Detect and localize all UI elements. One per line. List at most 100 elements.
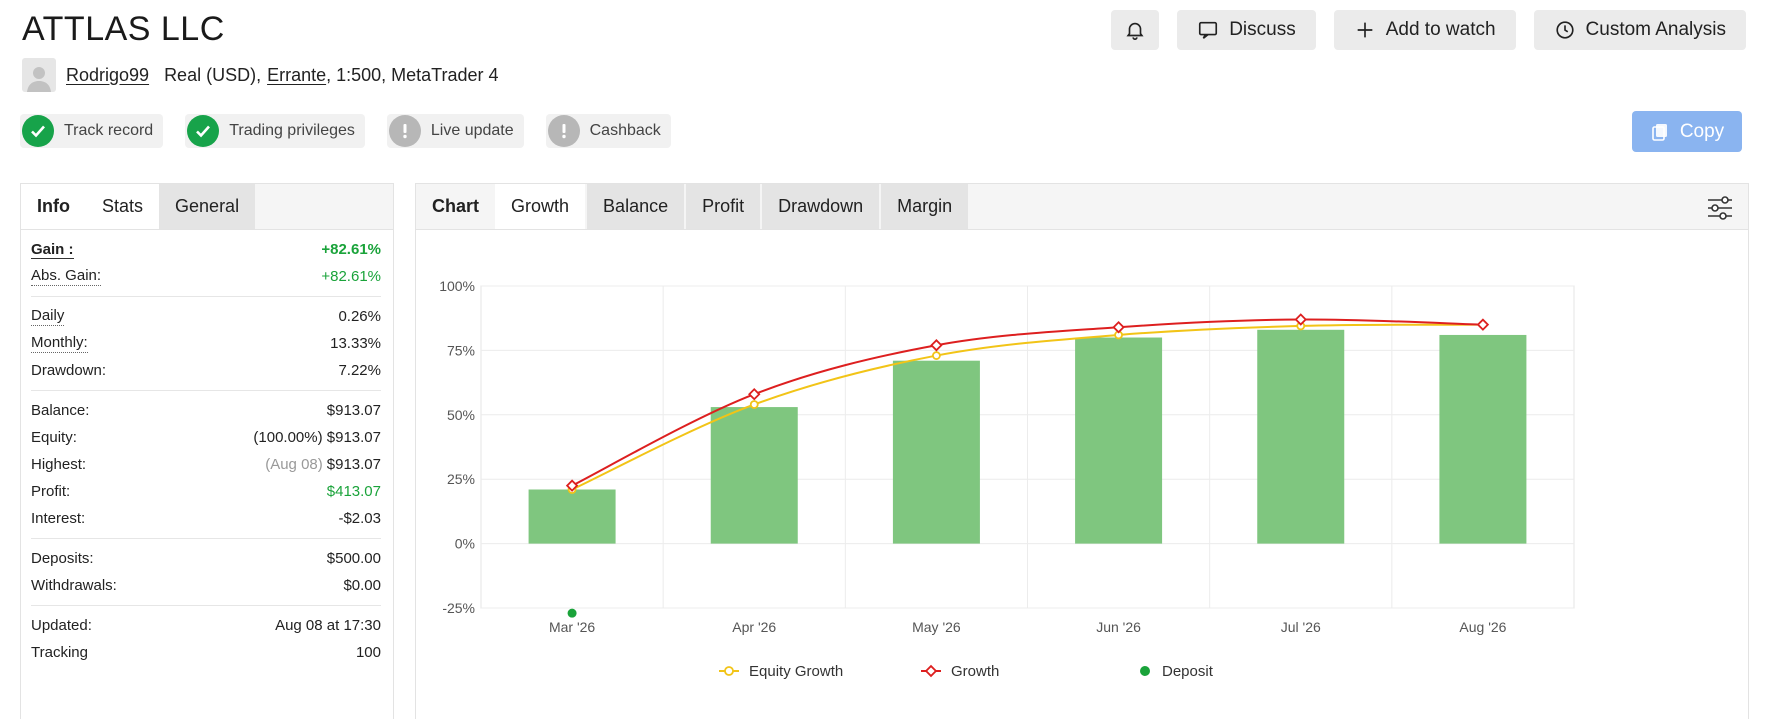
comment-icon — [1199, 21, 1218, 39]
y-tick-label: 25% — [447, 471, 475, 487]
badges: Track record Trading privileges Live upd… — [20, 114, 671, 148]
gain-value: +82.61% — [321, 241, 381, 258]
abs-gain-value: +82.61% — [321, 268, 381, 285]
stats-list: Gain : +82.61% Abs. Gain: +82.61% Daily … — [21, 230, 393, 672]
stat-row-withdrawals: Withdrawals: $0.00 — [31, 572, 381, 599]
broker-link[interactable]: Errante — [267, 64, 327, 85]
legend-label-equity-growth: Equity Growth — [749, 663, 843, 680]
bar — [1257, 329, 1345, 544]
daily-value: 0.26% — [338, 308, 381, 325]
avatar — [22, 58, 56, 92]
point-equity-growth — [749, 400, 759, 409]
y-tick-label: 0% — [455, 536, 475, 552]
tab-balance[interactable]: Balance — [587, 184, 685, 229]
point-growth — [930, 339, 943, 352]
badge-cashback[interactable]: Cashback — [545, 114, 671, 148]
stats-group-deposits: Deposits: $500.00 Withdrawals: $0.00 — [31, 539, 381, 606]
balance-label: Balance: — [31, 402, 90, 419]
point-equity-growth — [932, 351, 941, 360]
tab-stats[interactable]: Stats — [86, 184, 160, 229]
stats-group-rates: Daily 0.26% Monthly: 13.33% Drawdown: 7.… — [31, 297, 381, 391]
chart-svg: 100% 75% 50% 25% 0% -25% Mar '26 Apr '26 May '26… — [439, 278, 1575, 680]
top-actions: Discuss Add to watch Custom Analysis — [1111, 10, 1746, 50]
stats-group-balance: Balance: $913.07 Equity: (100.00%) $913.… — [31, 391, 381, 539]
stat-row-abs-gain: Abs. Gain: +82.61% — [31, 263, 381, 290]
chart-tabs: Chart Growth Balance Profit Drawdown Mar… — [416, 184, 1748, 230]
highest-label: Highest: — [31, 456, 87, 473]
page-title: ATTLAS LLC — [22, 10, 225, 48]
legend-marker-growth — [924, 664, 938, 678]
notifications-button[interactable] — [1111, 10, 1160, 50]
add-to-watch-button[interactable]: Add to watch — [1333, 10, 1516, 50]
stat-row-highest: Highest: (Aug 08) $913.07 — [31, 451, 381, 478]
badge-label: Trading privileges — [229, 122, 355, 139]
stat-row-profit: Profit: $413.07 — [31, 478, 381, 505]
updated-label: Updated: — [31, 617, 92, 634]
tab-margin[interactable]: Margin — [881, 184, 969, 229]
x-tick-label: Jun '26 — [1096, 619, 1141, 635]
monthly-label[interactable]: Monthly: — [31, 334, 88, 353]
interest-label: Interest: — [31, 510, 86, 527]
copy-button[interactable]: Copy — [1632, 111, 1742, 152]
point-growth — [748, 387, 761, 401]
gain-label[interactable]: Gain : — [31, 240, 74, 259]
user-icon — [27, 67, 51, 92]
account-line: Rodrigo99 Real (USD), Errante , 1:500, M… — [22, 58, 499, 92]
legend-label-growth: Growth — [951, 663, 999, 680]
stat-row-equity: Equity: (100.00%) $913.07 — [31, 424, 381, 451]
stat-row-tracking: Tracking 100 — [31, 639, 381, 666]
tracking-value: 100 — [355, 644, 381, 661]
series-line-equity-growth — [571, 323, 1483, 491]
tab-profit[interactable]: Profit — [686, 184, 761, 229]
stat-row-updated: Updated: Aug 08 at 17:30 — [31, 612, 381, 639]
withdrawals-value: $0.00 — [343, 577, 381, 594]
stat-row-monthly: Monthly: 13.33% — [31, 330, 381, 357]
tab-general[interactable]: General — [159, 184, 256, 229]
badge-label: Cashback — [589, 122, 661, 139]
y-tick-label: -25% — [442, 600, 475, 616]
stat-row-drawdown: Drawdown: 7.22% — [31, 357, 381, 384]
username-link[interactable]: Rodrigo99 — [66, 64, 150, 85]
stat-row-gain: Gain : +82.61% — [31, 236, 381, 263]
monthly-value: 13.33% — [330, 335, 381, 352]
x-tick-label: Apr '26 — [732, 619, 776, 635]
point-growth — [1294, 313, 1307, 326]
profit-label: Profit: — [31, 483, 71, 500]
series-line-growth — [571, 318, 1483, 487]
deposits-label: Deposits: — [31, 550, 94, 567]
tab-chart[interactable]: Chart — [416, 184, 496, 229]
account-details: , 1:500, MetaTrader 4 — [326, 64, 499, 85]
settings-sliders-icon[interactable] — [1706, 194, 1734, 222]
drawdown-value: 7.22% — [338, 362, 381, 379]
custom-analysis-button[interactable]: Custom Analysis — [1533, 10, 1746, 50]
exclamation-icon — [388, 115, 421, 147]
growth-chart: 100% 75% 50% 25% 0% -25% Mar '26 Apr '26 May '26… — [416, 230, 1748, 719]
badge-trading-privileges[interactable]: Trading privileges — [185, 114, 365, 148]
balance-value: $913.07 — [326, 402, 381, 419]
abs-gain-label[interactable]: Abs. Gain: — [31, 267, 102, 286]
bar — [1075, 337, 1163, 544]
copy-label: Copy — [1679, 120, 1725, 142]
stat-row-deposits: Deposits: $500.00 — [31, 545, 381, 572]
discuss-button[interactable]: Discuss — [1177, 10, 1316, 50]
bar — [1439, 334, 1527, 544]
account-type: Real (USD), — [164, 64, 262, 85]
badge-track-record[interactable]: Track record — [20, 114, 164, 148]
y-tick-label: 50% — [447, 407, 475, 423]
updated-value: Aug 08 at 17:30 — [275, 617, 381, 634]
daily-label[interactable]: Daily — [31, 307, 65, 326]
tab-drawdown[interactable]: Drawdown — [762, 184, 880, 229]
withdrawals-label: Withdrawals: — [31, 577, 117, 594]
y-tick-label: 75% — [447, 342, 475, 358]
info-tabs: Info Stats General — [21, 184, 393, 230]
bar — [892, 360, 980, 544]
badge-live-update[interactable]: Live update — [386, 114, 524, 148]
tab-growth[interactable]: Growth — [495, 184, 586, 229]
check-icon — [187, 115, 220, 147]
deposits-value: $500.00 — [326, 550, 381, 567]
legend-label-deposit: Deposit — [1162, 663, 1214, 680]
point-growth — [565, 479, 579, 492]
tab-info[interactable]: Info — [21, 184, 86, 229]
x-tick-label: Aug '26 — [1459, 619, 1506, 635]
point-deposit — [567, 608, 577, 618]
